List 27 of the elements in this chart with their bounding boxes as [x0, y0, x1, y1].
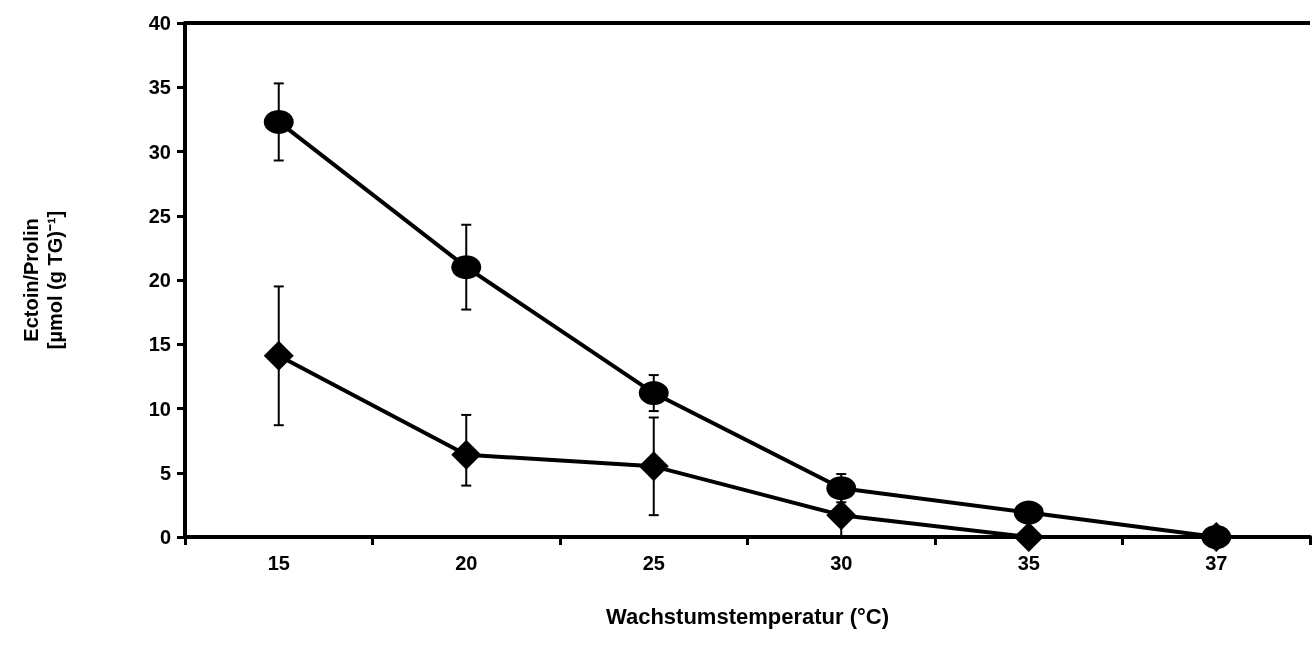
- x-tick-label: 25: [642, 552, 665, 574]
- x-axis-title: Wachstumstemperatur (°C): [605, 603, 890, 629]
- point: [263, 109, 294, 134]
- point: [638, 451, 669, 482]
- point: [1013, 522, 1044, 552]
- x-tick-label: 37: [1205, 552, 1228, 574]
- y-tick-label: 40: [148, 12, 171, 34]
- point: [826, 476, 857, 501]
- x-tick-label: 35: [1017, 552, 1040, 574]
- y-tick-label: 20: [148, 269, 171, 291]
- x-tick-label: 20: [455, 552, 478, 574]
- point: [826, 500, 857, 531]
- y-tick-label: 25: [148, 204, 171, 227]
- point: [638, 381, 669, 406]
- point: [451, 255, 482, 280]
- x-tick-label: 30: [830, 552, 853, 574]
- point: [263, 340, 294, 371]
- x-tick-label: 15: [267, 552, 290, 574]
- y-axis-title: Ectoin/Prolin [µmol (g TG)⁻¹]: [20, 210, 66, 350]
- y-tick-label: 15: [148, 333, 171, 356]
- y-tick-label: 35: [148, 76, 171, 99]
- y-tick-label: 10: [148, 397, 171, 420]
- point: [1013, 500, 1044, 525]
- y-tick-label: 5: [159, 461, 171, 484]
- point: [451, 439, 482, 470]
- y-tick-label: 30: [148, 140, 171, 163]
- y-tick-label: 0: [159, 526, 171, 548]
